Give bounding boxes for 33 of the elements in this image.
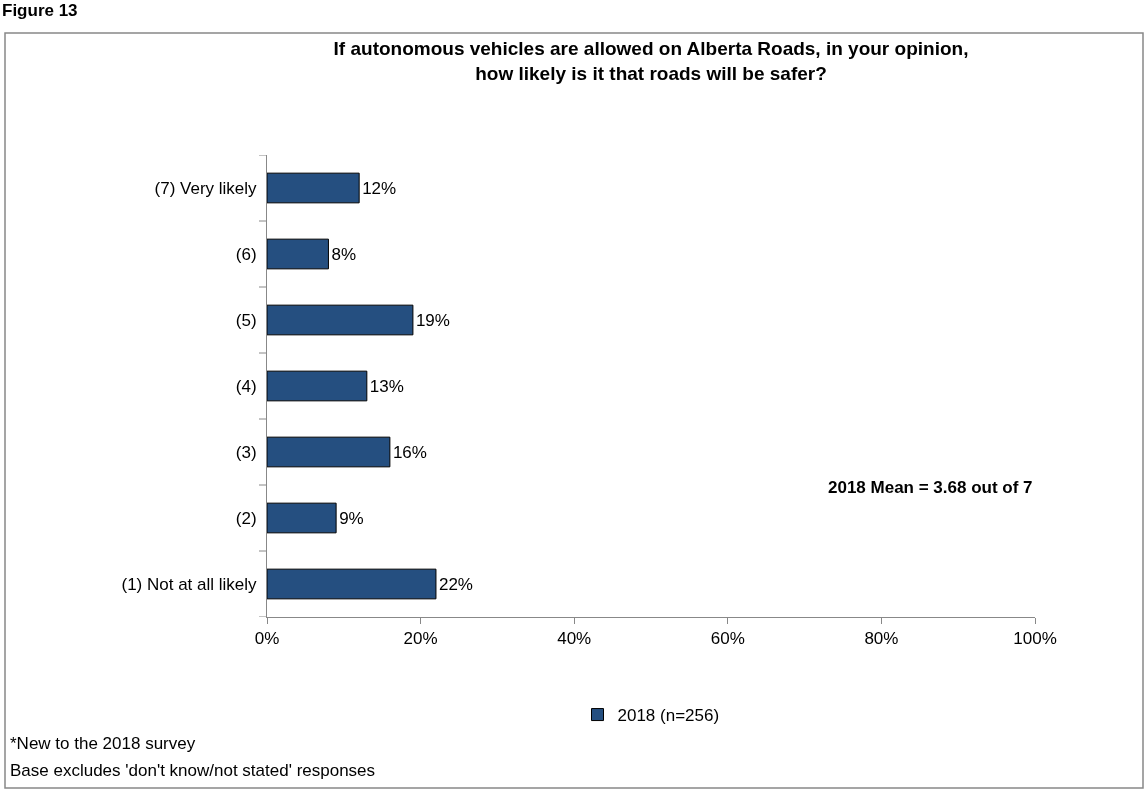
- data-label: 16%: [392, 442, 427, 462]
- bar: [267, 436, 391, 468]
- x-tick-label: 0%: [254, 629, 280, 649]
- data-label: 22%: [438, 574, 473, 594]
- x-tick-label: 80%: [864, 629, 899, 649]
- chart-title: If autonomous vehicles are allowed on Alberta Roads, in your opinion, how likely is it that roads will be safer?: [333, 38, 969, 84]
- y-tick-label: (7) Very likely: [154, 178, 258, 198]
- y-tick-label: (2): [235, 508, 257, 528]
- y-tick-label: (4): [235, 376, 257, 396]
- bar: [267, 502, 337, 534]
- data-label: 12%: [362, 178, 397, 198]
- bar: [267, 370, 368, 402]
- bar: [267, 238, 329, 270]
- y-tick-label: (5): [235, 310, 257, 330]
- x-tick-label: 60%: [710, 629, 745, 649]
- y-tick-label: (3): [235, 442, 257, 462]
- x-tick-label: 20%: [403, 629, 438, 649]
- annotation: 2018 Mean = 3.68 out of 7: [828, 478, 1033, 497]
- data-label: 9%: [339, 508, 364, 528]
- data-label: 19%: [415, 310, 450, 330]
- text: Base excludes 'don't know/not stated' responses: [10, 761, 376, 780]
- y-tick-label: (1) Not at all likely: [121, 574, 258, 594]
- data-label: 8%: [331, 244, 357, 264]
- caption: Figure 13: [2, 1, 78, 20]
- legend-label: 2018 (n=256): [617, 706, 720, 726]
- x-tick-label: 40%: [557, 629, 592, 649]
- data-label: 13%: [369, 376, 404, 396]
- y-tick-label: (6): [235, 244, 257, 264]
- text: *New to the 2018 survey: [10, 734, 196, 753]
- bar: [267, 172, 360, 204]
- x-tick-label: 100%: [1013, 629, 1057, 649]
- bar: [267, 304, 414, 336]
- bar: [267, 568, 437, 600]
